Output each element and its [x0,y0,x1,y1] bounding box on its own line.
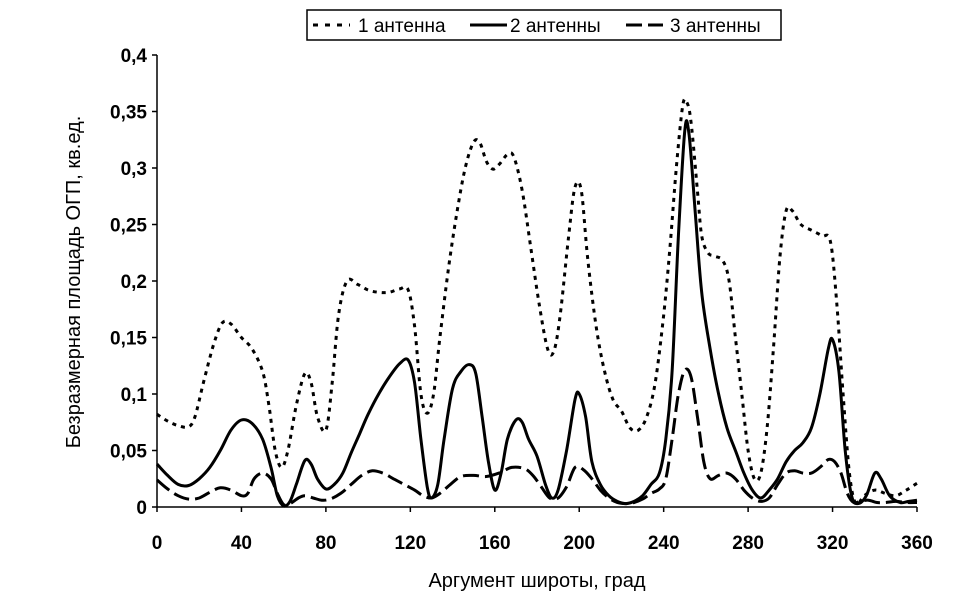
series-lines [155,97,918,508]
y-tick-label: 0,35 [110,103,147,124]
x-tick-label: 40 [231,533,252,554]
series-line-3 [156,367,918,507]
x-tick-label: 80 [315,533,336,554]
x-tick-label: 240 [648,533,680,554]
y-tick-label: 0,15 [110,329,147,350]
y-tick-label: 0,3 [121,159,147,180]
x-tick-label: 120 [394,533,426,554]
y-tick-label: 0,1 [121,385,148,406]
y-axis-title: Безразмерная площадь ОГП, кв.ед. [63,116,85,449]
legend-label-1: 1 антенна [358,16,446,37]
legend-label-2: 2 антенны [510,16,601,37]
series-line-1 [156,97,918,506]
y-tick-label: 0,2 [121,272,147,293]
x-axis-title: Аргумент широты, град [428,570,645,592]
x-tick-label: 0 [152,533,163,554]
legend: 1 антенна 2 антенны 3 антенны [306,9,782,41]
y-tick-label: 0 [136,498,147,519]
x-tick-label: 200 [563,533,595,554]
legend-box [306,9,782,41]
x-tick-label: 160 [479,533,511,554]
x-tick-label: 360 [901,533,933,554]
series-line-2 [155,119,918,508]
y-tick-label: 0,25 [110,216,147,237]
x-tick-label: 280 [732,533,764,554]
x-tick-label: 320 [817,533,849,554]
y-tick-label: 0,4 [121,46,148,67]
legend-label-3: 3 антенны [670,16,761,37]
y-tick-label: 0,05 [110,442,147,463]
x-ticks: 0 40 80 120 160 200 240 280 320 360 [152,507,933,554]
y-ticks: 0 0,05 0,1 0,15 0,2 0,25 0,3 0,35 0,4 [110,46,157,519]
